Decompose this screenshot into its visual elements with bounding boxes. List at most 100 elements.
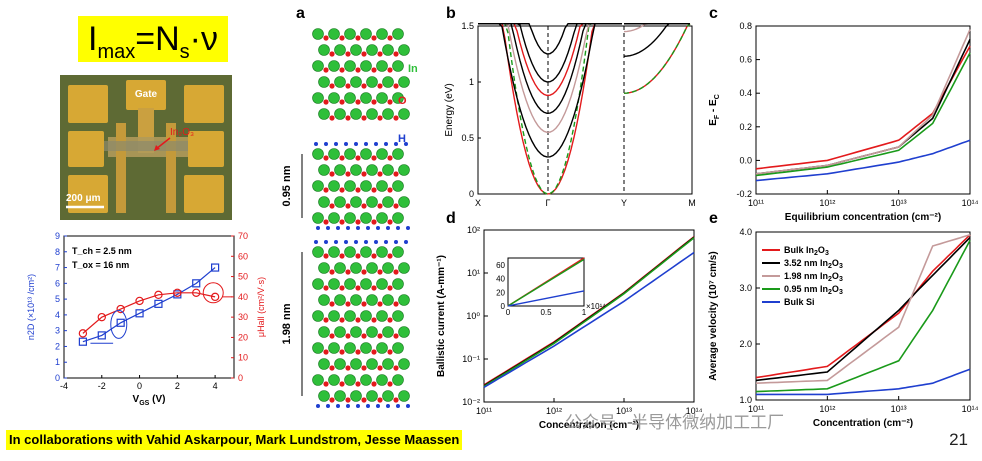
in-atom xyxy=(376,148,388,160)
in-atom xyxy=(312,148,324,160)
y-tick-label: 0.2 xyxy=(739,122,752,132)
o-atom xyxy=(371,285,377,291)
in-atom xyxy=(366,76,378,88)
h-atom xyxy=(344,142,348,146)
o-atom xyxy=(345,269,351,275)
in-atom xyxy=(350,294,362,306)
h-atom xyxy=(354,240,358,244)
in-atom xyxy=(344,180,356,192)
y-left-tick-label: 9 xyxy=(55,231,60,241)
in-atom xyxy=(376,278,388,290)
legend-sub: 3 xyxy=(839,263,843,270)
legend-sub: 3 xyxy=(839,289,843,296)
y-tick-label: 0.5 xyxy=(461,133,474,143)
y-tick-label: 3.0 xyxy=(739,283,752,293)
n2d-point xyxy=(154,299,163,308)
right-series-callout xyxy=(202,282,224,304)
o-atom xyxy=(393,171,399,177)
x-tick-label: 10¹¹ xyxy=(476,406,492,416)
in-atom xyxy=(398,196,410,208)
x-tick-label: 10¹² xyxy=(819,198,835,208)
series-line-rosy xyxy=(755,29,971,175)
x-axis-label: Concentration (cm⁻²) xyxy=(539,420,639,431)
legend-text: O xyxy=(832,258,839,268)
o-atom xyxy=(339,317,345,323)
in-atom xyxy=(344,310,356,322)
in-atom xyxy=(312,278,324,290)
in-atom xyxy=(344,374,356,386)
mobility-point xyxy=(78,329,88,338)
series-line-green xyxy=(755,52,971,177)
inset-line-blue xyxy=(507,290,585,307)
plot-frame xyxy=(755,231,971,401)
y-label-ef-sub: F xyxy=(714,114,721,119)
in-atom xyxy=(392,92,404,104)
h-atom xyxy=(366,404,370,408)
in-atom xyxy=(382,262,394,274)
h-atom xyxy=(344,240,348,244)
y-tick-label: 1.5 xyxy=(461,21,474,31)
x-tick-label: 10¹³ xyxy=(616,406,632,416)
y-axis-label: Average velocity (10⁷ cm/s) xyxy=(708,251,719,380)
h-atom xyxy=(316,226,320,230)
o-atom xyxy=(355,349,361,355)
series-line-rosy xyxy=(755,234,971,384)
in-atom xyxy=(376,180,388,192)
inset-x-tick-label: 0.5 xyxy=(540,308,552,317)
in-atom xyxy=(382,196,394,208)
o-atom xyxy=(393,397,399,403)
in-atom xyxy=(392,212,404,224)
y-axis-label: Ballistic current (A-mm⁻¹) xyxy=(436,255,447,377)
in-atom xyxy=(360,310,372,322)
x-tick-label: 2 xyxy=(175,381,180,391)
x-tick-label: 10¹⁴ xyxy=(962,404,978,414)
o-atom xyxy=(329,301,335,307)
o-atom xyxy=(339,253,345,259)
in-atom xyxy=(392,180,404,192)
o-atom xyxy=(323,35,329,41)
o-atom xyxy=(377,333,383,339)
k-point-label: M xyxy=(688,198,696,208)
o-atom xyxy=(361,171,367,177)
o-atom xyxy=(355,67,361,73)
y-tick-label: 4.0 xyxy=(739,227,752,237)
band-line-ym xyxy=(623,23,691,94)
in-atom xyxy=(318,262,330,274)
micro-material-label: In₂O₃ xyxy=(170,127,194,138)
in-atom xyxy=(344,60,356,72)
o-atom xyxy=(377,115,383,121)
in-atom xyxy=(360,246,372,258)
micro-scale-label: 200 μm xyxy=(66,193,101,204)
o-atom xyxy=(329,171,335,177)
in-atom xyxy=(366,294,378,306)
series-line-blue xyxy=(756,368,971,396)
o-atom xyxy=(323,219,329,225)
o-atom xyxy=(361,115,367,121)
inset-y-tick-label: 20 xyxy=(496,288,505,297)
n2d-point xyxy=(97,331,106,340)
in-atom xyxy=(328,148,340,160)
o-atom xyxy=(345,333,351,339)
in-atom xyxy=(312,28,324,40)
o-atom xyxy=(371,35,377,41)
x-axis-label: Equilibrium concentration (cm⁻²) xyxy=(785,212,941,223)
o-atom xyxy=(329,397,335,403)
panel-d-label: d xyxy=(446,210,456,227)
o-atom xyxy=(355,285,361,291)
in-atom xyxy=(344,148,356,160)
mobility-point xyxy=(135,296,144,306)
o-atom xyxy=(377,203,383,209)
in-atom xyxy=(376,310,388,322)
o-atom xyxy=(345,397,351,403)
h-atom xyxy=(396,404,400,408)
x-tick-label: 10¹² xyxy=(546,406,562,416)
legend-label: 3.52 nm In2O3 xyxy=(784,258,843,270)
in-atom xyxy=(382,44,394,56)
o-atom xyxy=(361,51,367,57)
h-atom xyxy=(394,240,398,244)
in-atom xyxy=(376,342,388,354)
in-atom xyxy=(398,108,410,120)
h-atom xyxy=(384,240,388,244)
in-atom xyxy=(382,76,394,88)
in-atom xyxy=(312,180,324,192)
